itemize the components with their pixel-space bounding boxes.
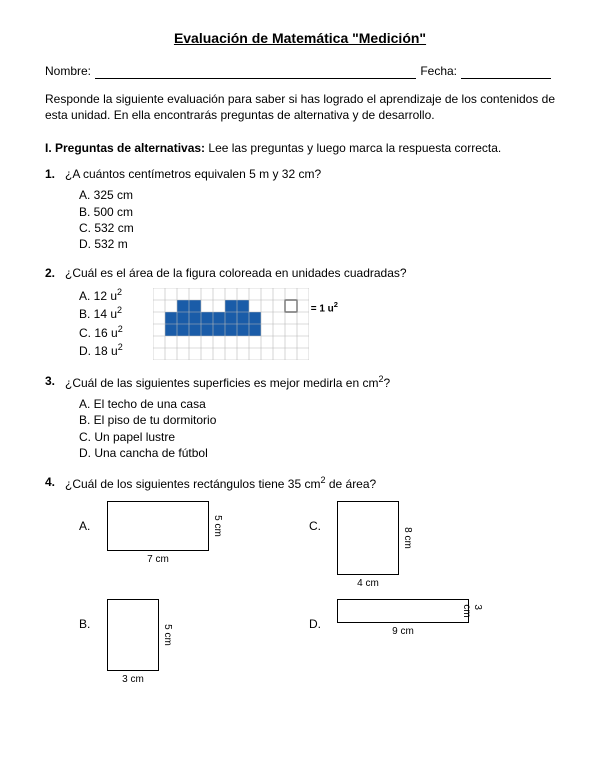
q4-a-box — [107, 501, 209, 551]
q4-text: ¿Cuál de los siguientes rectángulos tien… — [65, 475, 555, 491]
q3-opt-b[interactable]: B. El piso de tu dormitorio — [79, 412, 555, 428]
q1-opt-c[interactable]: C. 532 cm — [79, 220, 555, 236]
q3-options[interactable]: A. El techo de una casa B. El piso de tu… — [79, 396, 555, 461]
q1-opt-a[interactable]: A. 325 cm — [79, 187, 555, 203]
q4-a-h: 5 cm — [212, 515, 223, 537]
q4-d-letter: D. — [309, 599, 327, 631]
q4-d-w: 9 cm — [392, 626, 414, 637]
q2-opt-b[interactable]: B. 14 u2 — [79, 304, 123, 322]
q4-rect-b[interactable]: B. 5 cm 3 cm — [79, 599, 159, 671]
q4-row-2: B. 5 cm 3 cm D. 3 cm 9 cm — [79, 599, 555, 671]
date-label: Fecha: — [420, 64, 457, 79]
q4-a-letter: A. — [79, 501, 97, 533]
question-3: 3. ¿Cuál de las siguientes superficies e… — [45, 374, 555, 461]
q2-text: ¿Cuál es el área de la figura coloreada … — [65, 266, 555, 280]
q4-c-w: 4 cm — [357, 578, 379, 589]
q4-c-h: 8 cm — [402, 527, 413, 549]
q1-text: ¿A cuántos centímetros equivalen 5 m y 3… — [65, 167, 555, 181]
q2-unit-label: = 1 u2 — [311, 300, 338, 314]
q4-b-box — [107, 599, 159, 671]
question-1: 1. ¿A cuántos centímetros equivalen 5 m … — [45, 167, 555, 252]
q1-options[interactable]: A. 325 cm B. 500 cm C. 532 cm D. 532 m — [79, 187, 555, 252]
name-label: Nombre: — [45, 64, 91, 79]
q3-text: ¿Cuál de las siguientes superficies es m… — [65, 374, 555, 390]
page-title: Evaluación de Matemática "Medición" — [45, 30, 555, 46]
section-1-rest: Lee las preguntas y luego marca la respu… — [205, 141, 501, 155]
q1-num: 1. — [45, 167, 65, 252]
q2-opt-a[interactable]: A. 12 u2 — [79, 286, 123, 304]
q2-figure: = 1 u2 — [153, 288, 309, 360]
q4-c-letter: C. — [309, 501, 327, 533]
date-input-line[interactable] — [461, 64, 551, 79]
q2-opt-d[interactable]: D. 18 u2 — [79, 341, 123, 359]
q4-b-w: 3 cm — [122, 674, 144, 685]
intro-text: Responde la siguiente evaluación para sa… — [45, 91, 555, 123]
q4-a-w: 7 cm — [147, 554, 169, 565]
q3-num: 3. — [45, 374, 65, 461]
q4-num: 4. — [45, 475, 65, 677]
q4-b-h: 5 cm — [162, 624, 173, 646]
question-2: 2. ¿Cuál es el área de la figura colorea… — [45, 266, 555, 360]
q4-row-1: A. 5 cm 7 cm C. 8 cm 4 cm — [79, 501, 555, 575]
q4-rect-c[interactable]: C. 8 cm 4 cm — [309, 501, 399, 575]
section-1-head: I. Preguntas de alternativas: Lee las pr… — [45, 141, 555, 155]
name-input-line[interactable] — [95, 64, 416, 79]
q3-opt-d[interactable]: D. Una cancha de fútbol — [79, 445, 555, 461]
section-1-bold: I. Preguntas de alternativas: — [45, 141, 205, 155]
q1-opt-d[interactable]: D. 532 m — [79, 236, 555, 252]
q1-opt-b[interactable]: B. 500 cm — [79, 204, 555, 220]
q4-d-h: 3 cm — [461, 604, 483, 617]
q2-opt-c[interactable]: C. 16 u2 — [79, 323, 123, 341]
q4-rect-d[interactable]: D. 3 cm 9 cm — [309, 599, 469, 671]
q4-c-box — [337, 501, 399, 575]
name-date-row: Nombre: Fecha: — [45, 64, 555, 79]
question-4: 4. ¿Cuál de los siguientes rectángulos t… — [45, 475, 555, 677]
q3-opt-a[interactable]: A. El techo de una casa — [79, 396, 555, 412]
q3-opt-c[interactable]: C. Un papel lustre — [79, 429, 555, 445]
q4-d-box — [337, 599, 469, 623]
q2-num: 2. — [45, 266, 65, 360]
q2-options[interactable]: A. 12 u2 B. 14 u2 C. 16 u2 D. 18 u2 — [79, 286, 123, 359]
q4-rect-a[interactable]: A. 5 cm 7 cm — [79, 501, 209, 575]
q4-b-letter: B. — [79, 599, 97, 631]
